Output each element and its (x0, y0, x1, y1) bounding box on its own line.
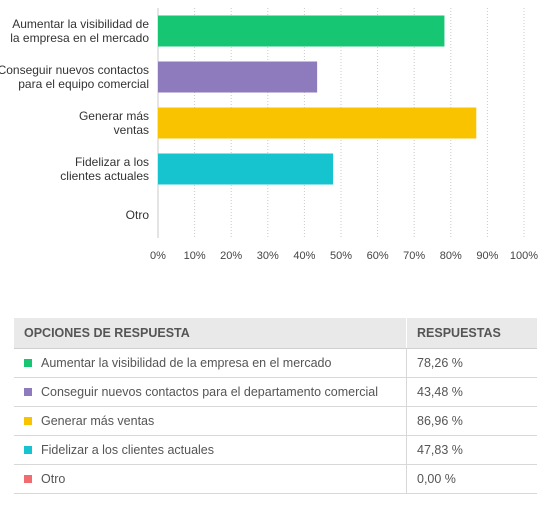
header-responses: RESPUESTAS (406, 318, 537, 349)
option-label: Otro (41, 472, 66, 486)
x-tick-label: 50% (330, 250, 352, 262)
x-tick-label: 80% (440, 250, 462, 262)
table-row: Conseguir nuevos contactos para el depar… (14, 377, 537, 407)
x-tick-label: 100% (510, 250, 538, 262)
option-label: Fidelizar a los clientes actuales (41, 443, 214, 457)
table-row: Aumentar la visibilidad de la empresa en… (14, 348, 537, 378)
x-tick-label: 40% (293, 250, 315, 262)
category-label: Fidelizar a los (75, 155, 149, 169)
x-tick-label: 60% (367, 250, 389, 262)
category-label: ventas (114, 123, 149, 137)
bar (158, 153, 334, 185)
response-value: 43,48 % (406, 377, 537, 407)
category-label: Aumentar la visibilidad de (12, 17, 149, 31)
category-label: clientes actuales (60, 169, 149, 183)
table-row: Generar más ventas 86,96 % (14, 406, 537, 436)
color-swatch-icon (24, 416, 32, 425)
option-cell: Fidelizar a los clientes actuales (14, 435, 407, 465)
category-label: Otro (126, 208, 150, 222)
option-cell: Aumentar la visibilidad de la empresa en… (14, 348, 407, 378)
x-tick-label: 70% (403, 250, 425, 262)
chart-bars (158, 15, 477, 185)
table-row: Fidelizar a los clientes actuales 47,83 % (14, 435, 537, 465)
option-cell: Conseguir nuevos contactos para el depar… (14, 377, 407, 407)
table-header-row: OPCIONES DE RESPUESTA RESPUESTAS (14, 318, 537, 349)
response-value: 86,96 % (406, 406, 537, 436)
color-swatch-icon (24, 358, 32, 367)
table-row: Otro 0,00 % (14, 464, 537, 494)
option-label: Generar más ventas (41, 414, 155, 428)
bar (158, 15, 445, 47)
color-swatch-icon (24, 474, 32, 483)
x-tick-label: 0% (150, 250, 166, 262)
option-label: Aumentar la visibilidad de la empresa en… (41, 356, 332, 370)
x-tick-label: 20% (220, 250, 242, 262)
x-axis-ticks: 0% 10% 20% 30% 40% 50% 60% 70% 80% 90% 100% (150, 250, 538, 262)
category-label: Generar más (79, 109, 149, 123)
bar (158, 61, 318, 93)
x-tick-label: 90% (476, 250, 498, 262)
x-tick-label: 10% (184, 250, 206, 262)
response-value: 47,83 % (406, 435, 537, 465)
response-value: 0,00 % (406, 464, 537, 494)
category-label: Conseguir nuevos contactos (0, 63, 149, 77)
response-value: 78,26 % (406, 348, 537, 378)
responses-table: OPCIONES DE RESPUESTA RESPUESTAS Aumenta… (14, 318, 537, 494)
color-swatch-icon (24, 387, 32, 396)
category-label: para el equipo comercial (18, 77, 149, 91)
color-swatch-icon (24, 445, 32, 454)
option-cell: Otro (14, 464, 407, 494)
x-tick-label: 30% (257, 250, 279, 262)
table-body: Aumentar la visibilidad de la empresa en… (14, 348, 537, 494)
option-cell: Generar más ventas (14, 406, 407, 436)
option-label: Conseguir nuevos contactos para el depar… (41, 385, 378, 399)
bar (158, 107, 477, 139)
category-label: la empresa en el mercado (10, 31, 149, 45)
header-options: OPCIONES DE RESPUESTA (14, 318, 407, 349)
